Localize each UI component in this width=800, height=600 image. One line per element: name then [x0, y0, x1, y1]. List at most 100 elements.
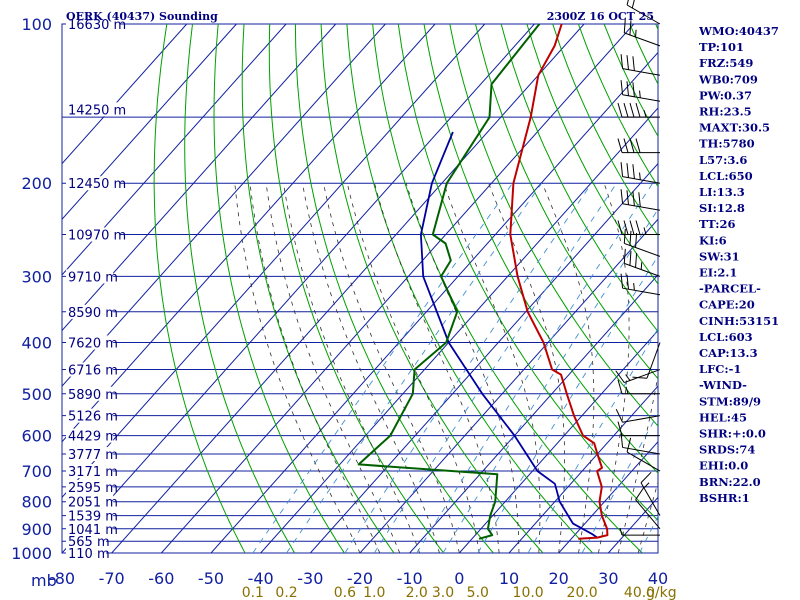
height-label-bg: [66, 102, 121, 117]
wind-barb-half-flag: [639, 172, 641, 180]
wind-barb-staff: [622, 68, 661, 76]
moist-adiabat-line: [265, 183, 401, 553]
height-label: 1539 m: [68, 510, 118, 525]
isotherm-line: [62, 24, 337, 332]
wind-barb-flag: [617, 220, 623, 235]
moist-adiabat-line: [283, 183, 420, 553]
wind-barb-flag: [620, 432, 624, 448]
index-entry: LCL:650: [699, 169, 753, 183]
dry-adiabat-line: [346, 24, 594, 553]
height-label: 6716 m: [68, 364, 118, 379]
isotherm-line: [558, 441, 658, 553]
mixing-ratio-label: 0.1: [242, 585, 264, 600]
index-entry: SI:12.8: [699, 201, 745, 215]
sounding-profiles: [357, 24, 609, 540]
mixing-ratio-line: [344, 182, 592, 553]
wind-barb-flag: [635, 252, 638, 268]
wind-barb-flag: [623, 138, 629, 153]
dry-adiabat-line: [153, 24, 246, 553]
pressure-tick-label: 1000: [11, 544, 52, 563]
wind-barb-flag: [635, 103, 641, 118]
parcel-profile-line: [420, 131, 598, 539]
index-entry: RH:23.5: [699, 105, 752, 119]
mixing-ratio-line: [639, 515, 658, 553]
height-label-bg: [66, 521, 114, 536]
temperature-tick-label: 20: [548, 569, 568, 588]
mixing-ratio-line: [252, 182, 513, 553]
wind-barb-staff: [622, 203, 661, 211]
wind-barb-flag: [635, 220, 641, 235]
index-entry: BSHR:1: [699, 491, 750, 505]
pressure-tick-label: 700: [21, 462, 52, 481]
wind-barb-flag: [617, 379, 623, 394]
moist-adiabat-line: [443, 183, 541, 553]
dry-adiabat-line: [500, 24, 658, 333]
wind-barb-flag: [632, 191, 635, 206]
wind-barb-flag: [623, 220, 629, 235]
height-label-bg: [66, 227, 121, 242]
isotherm-line: [111, 24, 585, 553]
index-entry: CAPE:20: [699, 298, 755, 312]
wind-barb-staff: [622, 176, 661, 184]
index-entry: LCL:603: [699, 330, 753, 344]
index-entry: -WIND-: [699, 378, 747, 392]
wind-barb-staff: [626, 451, 661, 472]
mixing-ratio-label: 2.0: [406, 585, 428, 600]
height-label-bg: [66, 508, 114, 523]
indices-panel: WMO:40437 TP:101 FRZ:549 WB0:709 PW:0.37 RH:2…: [698, 24, 779, 505]
height-label-bg: [66, 428, 114, 443]
chart-title: OERK (40437) Sounding: [66, 10, 218, 23]
dry-adiabat-line: [449, 24, 658, 427]
wind-barb-flag: [640, 471, 652, 484]
temperature-tick-label: -50: [198, 569, 224, 588]
pressure-tick-label: 900: [21, 520, 52, 539]
dry-adiabat-line: [294, 24, 494, 553]
wind-barb-flag: [629, 138, 635, 153]
wind-barb-flag: [626, 81, 629, 96]
mixing-ratio-line: [527, 327, 658, 553]
height-label: 12450 m: [68, 177, 126, 192]
index-entry: CAP:13.3: [699, 346, 758, 360]
isotherm-line: [62, 24, 436, 443]
wind-barb-flag: [617, 103, 623, 118]
wind-barb-flag: [638, 192, 641, 207]
index-entry: L57:3.6: [699, 153, 747, 167]
pressure-tick-label: 500: [21, 385, 52, 404]
pressure-tick-label: 600: [21, 427, 52, 446]
temperature-profile-line: [509, 24, 609, 540]
wind-barb-flag: [626, 0, 629, 6]
index-entry: FRZ:549: [699, 56, 753, 70]
wind-barb-flag: [626, 274, 629, 290]
wind-barb-staff: [640, 482, 661, 516]
temperature-tick-label: -60: [148, 569, 174, 588]
index-entry: LFC:-1: [699, 362, 741, 376]
height-label: 2051 m: [68, 496, 118, 511]
mixing-ratio-line: [416, 182, 654, 553]
index-entry: PW:0.37: [699, 88, 752, 102]
height-label: 16630 m: [68, 18, 126, 33]
mixing-ratio-label: 40.0: [624, 585, 655, 600]
mixing-ratio-line: [286, 182, 543, 553]
wind-barb-flag: [632, 56, 635, 71]
pressure-tick-label: 100: [21, 15, 52, 34]
wind-barb-half-flag: [640, 262, 643, 270]
dry-adiabat-line: [320, 24, 544, 553]
height-label: 4429 m: [68, 430, 118, 445]
isotherm-line: [359, 218, 658, 553]
moist-adiabat-line: [346, 183, 480, 553]
wind-barb-flag: [626, 163, 629, 178]
wind-barb-staff: [622, 94, 661, 102]
wind-barb-staff: [622, 446, 661, 455]
index-entry: SHR:+:0.0: [699, 427, 766, 441]
wind-barb-half-flag: [625, 374, 631, 381]
pressure-tick-label: 400: [21, 333, 52, 352]
pressure-tick-label: 800: [21, 493, 52, 512]
moist-adiabat-line: [598, 183, 630, 553]
height-label: 5126 m: [68, 410, 118, 425]
wind-barb-flag: [626, 190, 629, 205]
moist-adiabat-line: [405, 183, 520, 553]
mixing-ratio-label: 3.0: [432, 585, 454, 600]
wind-barb-flag: [623, 18, 626, 33]
dry-adiabat-line: [784, 24, 800, 553]
